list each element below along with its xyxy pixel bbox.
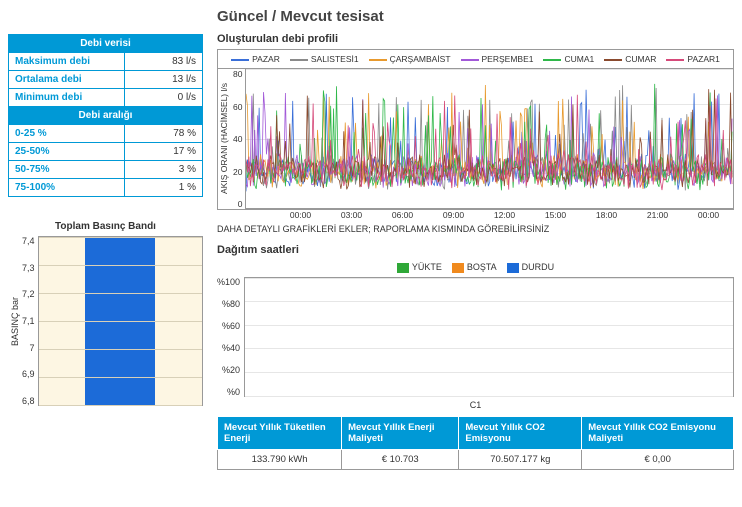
bar-chart: Toplam Basınç Bandı BASINÇ bar 7,47,37,2… <box>8 221 203 406</box>
stack-chart: %100%80%60%40%20%0 <box>217 277 734 397</box>
debi-verisi-table: Debi verisi Maksimum debi83 l/sOrtalama … <box>8 34 203 197</box>
legend-item: PAZAR <box>231 54 280 64</box>
line-chart-ylabel: AKIŞ ORANI (HACİMSEL) l/s <box>218 69 230 209</box>
table-row-val: 1 % <box>125 179 203 197</box>
table-row-key: Minimum debi <box>9 89 125 107</box>
line-chart: AKIŞ ORANI (HACİMSEL) l/s 806040200 <box>217 68 734 210</box>
stack-chart-plot <box>244 277 734 397</box>
metrics-value: 70.507.177 kg <box>459 449 582 469</box>
debi-verisi-header: Debi verisi <box>9 35 203 53</box>
table-row-val: 3 % <box>125 161 203 179</box>
page-title: Güncel / Mevcut tesisat <box>217 8 734 25</box>
table-row-val: 17 % <box>125 143 203 161</box>
legend-item: CUMA1 <box>543 54 594 64</box>
bar-chart-ylabel: BASINÇ bar <box>8 236 22 406</box>
legend-item: SALISTESİ1 <box>290 54 359 64</box>
metrics-header: Mevcut Yıllık Tüketilen Enerji <box>218 416 342 449</box>
line-chart-xaxis: 00:0003:0006:0009:0012:0015:0018:0021:00… <box>275 210 734 220</box>
metrics-header: Mevcut Yıllık Enerji Maliyeti <box>342 416 459 449</box>
bar-chart-title: Toplam Basınç Bandı <box>8 221 203 232</box>
stack-chart-yaxis: %100%80%60%40%20%0 <box>217 277 244 397</box>
metrics-value: € 10.703 <box>342 449 459 469</box>
bar-chart-plot <box>38 236 203 406</box>
legend-item: ÇARŞAMBAİST <box>369 54 451 64</box>
line-chart-title: Oluşturulan debi profili <box>217 33 734 45</box>
table-row-val: 13 l/s <box>125 71 203 89</box>
table-row-key: Maksimum debi <box>9 53 125 71</box>
line-chart-legend: PAZAR SALISTESİ1 ÇARŞAMBAİST PERŞEMBE1 CUMA1… <box>217 49 734 68</box>
metrics-header: Mevcut Yıllık CO2 Emisyonu Maliyeti <box>582 416 734 449</box>
legend-item: PERŞEMBE1 <box>461 54 534 64</box>
table-row-key: 50-75% <box>9 161 125 179</box>
stack-chart-title: Dağıtım saatleri <box>217 244 734 256</box>
legend-item: PAZAR1 <box>666 54 719 64</box>
metrics-value: 133.790 kWh <box>218 449 342 469</box>
table-row-key: 0-25 % <box>9 125 125 143</box>
metrics-value: € 0,00 <box>582 449 734 469</box>
legend-item: DURDU <box>507 262 555 273</box>
stack-chart-legend: YÜKTE BOŞTA DURDU <box>217 262 734 273</box>
legend-item: YÜKTE <box>397 262 442 273</box>
metrics-header: Mevcut Yıllık CO2 Emisyonu <box>459 416 582 449</box>
bar-chart-column <box>85 237 155 405</box>
table-row-val: 0 l/s <box>125 89 203 107</box>
line-chart-plot <box>245 69 733 209</box>
debi-araligi-header: Debi aralığı <box>9 107 203 125</box>
table-row-key: 75-100% <box>9 179 125 197</box>
line-chart-yaxis: 806040200 <box>230 69 245 209</box>
table-row-val: 78 % <box>125 125 203 143</box>
stack-chart-xlabel: C1 <box>217 400 734 410</box>
legend-item: BOŞTA <box>452 262 497 273</box>
table-row-key: Ortalama debi <box>9 71 125 89</box>
table-row-val: 83 l/s <box>125 53 203 71</box>
bar-chart-yaxis: 7,47,37,27,176,96,8 <box>22 236 38 406</box>
table-row-key: 25-50% <box>9 143 125 161</box>
legend-item: CUMAR <box>604 54 656 64</box>
metrics-table: Mevcut Yıllık Tüketilen EnerjiMevcut Yıl… <box>217 416 734 470</box>
line-chart-note: DAHA DETAYLI GRAFİKLERİ EKLER; RAPORLAMA… <box>217 224 734 234</box>
